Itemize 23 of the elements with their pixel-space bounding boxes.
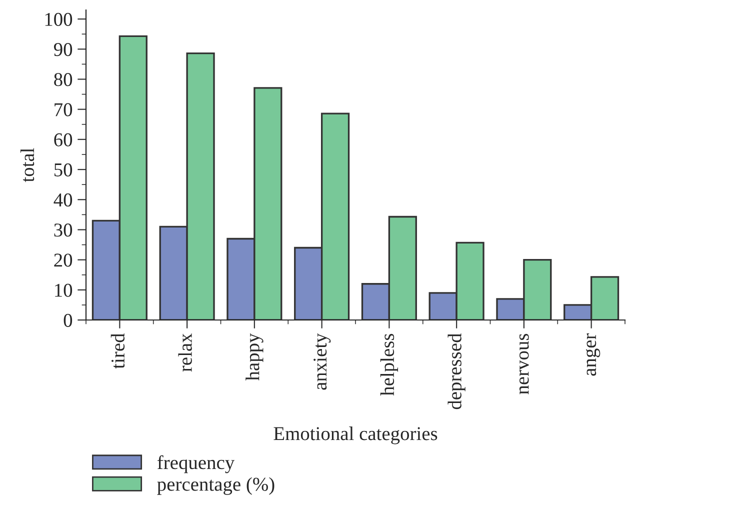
y-tick-label: 70 xyxy=(54,103,72,116)
legend-label: frequency xyxy=(157,455,235,474)
x-tick-label: relax xyxy=(178,333,192,372)
x-tick-label: anger xyxy=(586,333,600,376)
y-tick-label: 100 xyxy=(45,12,72,26)
x-tick-label: anxiety xyxy=(314,333,331,390)
y-tick-label: 0 xyxy=(64,314,72,327)
x-tick-label: tired xyxy=(110,333,125,369)
x-tick-label: helpless xyxy=(380,334,398,396)
y-tick-label: 10 xyxy=(55,284,72,297)
x-tick-label: happy xyxy=(246,333,264,381)
y-tick-label: 50 xyxy=(54,163,72,176)
y-tick-label: 30 xyxy=(54,224,72,237)
legend-label: percentage (%) xyxy=(157,477,274,495)
y-axis-title: total xyxy=(20,148,34,182)
y-tick-label: 20 xyxy=(54,254,72,267)
x-axis-title: Emotional categories xyxy=(274,426,438,444)
y-tick-label: 40 xyxy=(54,193,72,207)
x-tick-label: nervous xyxy=(519,334,529,394)
y-tick-label: 90 xyxy=(54,42,72,56)
y-tick-label: 80 xyxy=(54,73,72,86)
y-tick-label: 60 xyxy=(54,133,72,146)
x-tick-label: depressed xyxy=(448,333,466,410)
